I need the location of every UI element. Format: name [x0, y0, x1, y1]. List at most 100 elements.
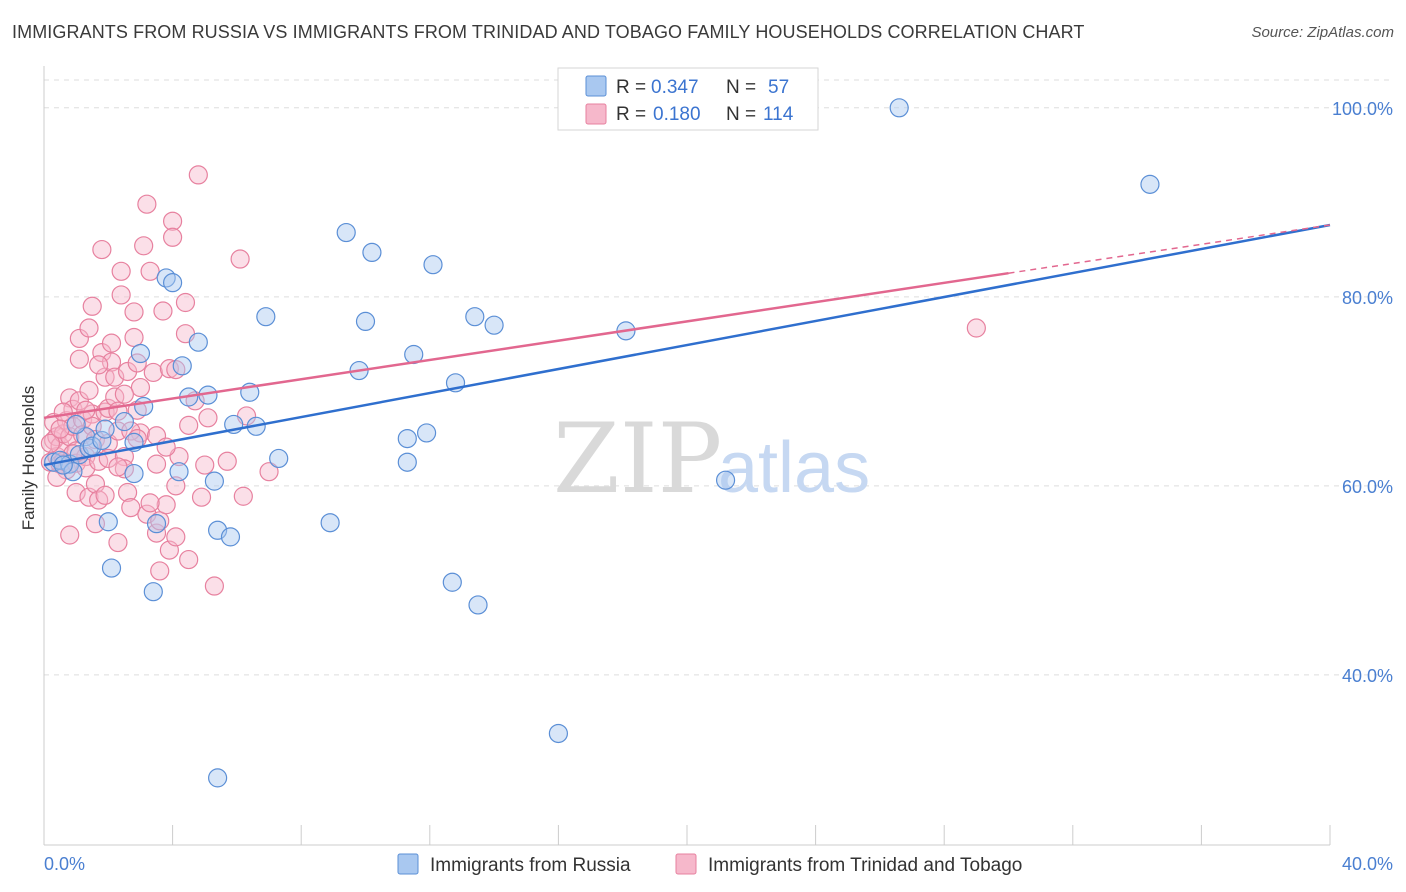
russia-point	[397, 428, 417, 449]
trinidad-tobago-point	[79, 380, 99, 400]
russia-point	[66, 414, 86, 435]
series-trinidad-tobago-points	[40, 165, 986, 596]
trinidad-tobago-point	[124, 327, 144, 348]
trend-lines	[43, 223, 1331, 467]
trinidad-tobago-point	[50, 419, 70, 439]
trinidad-tobago-point	[111, 285, 131, 305]
trinidad-tobago-point	[966, 318, 986, 338]
russia-point	[1140, 174, 1160, 194]
legend-n-value-russia: 57	[768, 77, 789, 98]
russia-point	[114, 411, 134, 432]
russia-point	[146, 514, 167, 534]
russia-point	[63, 462, 83, 482]
russia-point	[101, 558, 122, 578]
trinidad-tobago-point	[175, 292, 196, 313]
trinidad-tobago-point	[143, 362, 163, 383]
russia-point	[163, 273, 183, 293]
trinidad-tobago-point	[191, 487, 212, 507]
russia-point	[397, 452, 417, 472]
trinidad-tobago-point	[121, 497, 141, 518]
trinidad-tobago-point	[179, 549, 199, 570]
legend-top: R = 0.347 N = 57 R = 0.180 N = 114	[557, 67, 819, 131]
trend-line-trinidad-tobago	[43, 271, 1009, 420]
russia-point	[362, 242, 382, 263]
trinidad-tobago-point	[156, 495, 176, 515]
watermark-zip: ZIP	[553, 403, 722, 515]
trinidad-tobago-point	[66, 482, 86, 503]
trinidad-tobago-point	[140, 261, 160, 281]
legend-bottom: Immigrants from Russia Immigrants from T…	[397, 853, 1022, 876]
trinidad-tobago-point	[124, 302, 144, 322]
trinidad-tobago-point	[69, 349, 89, 369]
legend-r-label-trinidad-tobago: R =	[616, 104, 646, 125]
y-tick-label-80: 80.0%	[1342, 288, 1393, 308]
russia-point	[220, 527, 241, 547]
russia-point	[355, 311, 376, 332]
trinidad-tobago-point	[108, 457, 128, 477]
y-tick-labels: 40.0% 60.0% 80.0% 100.0%	[1332, 99, 1393, 686]
legend-r-value-trinidad-tobago: 0.180	[653, 104, 701, 125]
trinidad-tobago-point	[179, 415, 199, 435]
y-axis-label: Family Households	[19, 386, 38, 531]
russia-point	[134, 396, 154, 417]
russia-point	[204, 471, 224, 491]
trinidad-tobago-point	[117, 482, 138, 503]
trinidad-tobago-point	[121, 421, 141, 441]
bottom-legend-label-russia: Immigrants from Russia	[430, 855, 631, 876]
legend-n-label-trinidad-tobago: N =	[726, 104, 756, 125]
russia-point	[208, 768, 228, 788]
source-label: Source: ZipAtlas.com	[1251, 24, 1394, 41]
russia-point	[169, 462, 189, 482]
russia-point	[53, 455, 73, 475]
russia-point	[188, 332, 208, 352]
russia-point	[172, 356, 192, 376]
russia-point	[92, 430, 112, 451]
legend-swatch-trinidad-tobago	[585, 103, 607, 125]
trinidad-tobago-point	[130, 377, 151, 398]
trinidad-tobago-point	[92, 239, 112, 260]
trinidad-tobago-point	[137, 194, 157, 214]
trinidad-tobago-point	[233, 486, 253, 506]
trinidad-tobago-point	[230, 249, 250, 269]
russia-point	[423, 255, 443, 275]
trinidad-tobago-point	[111, 261, 131, 281]
russia-point	[124, 463, 144, 484]
trinidad-tobago-point	[82, 296, 102, 316]
russia-point	[484, 315, 504, 335]
trinidad-tobago-point	[114, 384, 134, 404]
trend-line-russia	[43, 223, 1331, 467]
series-russia-points	[44, 98, 1160, 788]
legend-r-label-russia: R =	[616, 77, 646, 98]
bottom-legend-swatch-russia	[397, 853, 419, 875]
russia-point	[269, 448, 289, 469]
y-tick-label-40: 40.0%	[1342, 666, 1393, 686]
trend-line-trinidad-tobago-extension	[1008, 224, 1331, 274]
russia-point	[548, 723, 569, 744]
trinidad-tobago-point	[60, 525, 80, 545]
russia-point	[465, 307, 485, 327]
trinidad-tobago-point	[166, 476, 186, 496]
bottom-legend-label-trinidad-tobago: Immigrants from Trinidad and Tobago	[708, 855, 1022, 876]
trinidad-tobago-point	[69, 328, 89, 349]
watermark: ZIP atlas	[553, 403, 870, 515]
russia-point	[143, 582, 163, 602]
chart-title: IMMIGRANTS FROM RUSSIA VS IMMIGRANTS FRO…	[12, 22, 1085, 42]
trinidad-tobago-point	[89, 355, 109, 375]
x-tick-label-max: 40.0%	[1342, 854, 1393, 874]
trinidad-tobago-point	[140, 493, 160, 513]
russia-point	[468, 595, 488, 615]
russia-point	[442, 572, 462, 592]
russia-point	[130, 343, 151, 364]
trinidad-tobago-point	[198, 408, 218, 428]
russia-point	[889, 98, 909, 118]
russia-point	[98, 512, 118, 532]
x-tick-label-min: 0.0%	[44, 854, 85, 874]
legend-n-value-trinidad-tobago: 114	[763, 104, 794, 125]
grid-lines	[44, 79, 1393, 676]
trinidad-tobago-point	[146, 454, 167, 474]
trinidad-tobago-point	[134, 236, 154, 256]
russia-point	[256, 307, 276, 327]
trinidad-tobago-point	[204, 576, 224, 596]
trinidad-tobago-point	[150, 561, 170, 581]
x-tick-labels: 0.0% 40.0%	[44, 854, 1393, 874]
